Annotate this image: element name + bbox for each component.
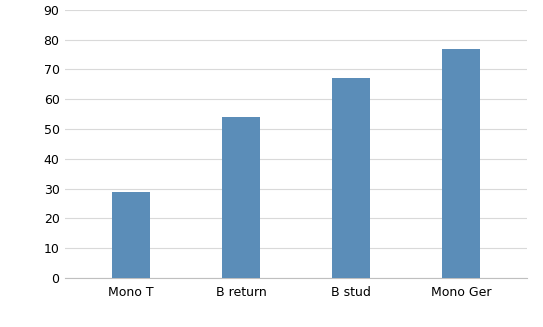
Bar (441, 48, 480, 278)
Bar (222, 117, 260, 278)
Bar (332, 78, 370, 278)
Bar (112, 192, 150, 278)
